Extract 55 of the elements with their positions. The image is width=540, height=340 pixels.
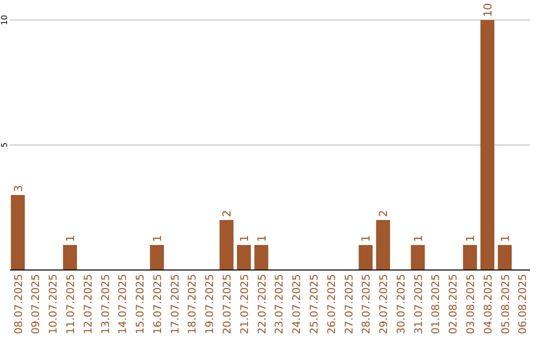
bar bbox=[254, 245, 268, 270]
x-tick-label: 31.07.2025 bbox=[412, 274, 425, 334]
bar bbox=[358, 245, 373, 270]
x-tick-label: 13.07.2025 bbox=[100, 274, 112, 334]
x-tick-label: 02.08.2025 bbox=[448, 274, 460, 334]
bar bbox=[376, 220, 390, 270]
bar bbox=[480, 20, 494, 270]
data-label: 1 bbox=[498, 235, 512, 242]
data-label: 1 bbox=[464, 235, 477, 242]
bar bbox=[10, 195, 25, 270]
x-tick-label: 11.07.2025 bbox=[65, 274, 77, 334]
data-label: 2 bbox=[220, 210, 234, 217]
bar bbox=[236, 245, 251, 270]
x-tick-label: 26.07.2025 bbox=[326, 274, 338, 334]
x-tick-label: 09.07.2025 bbox=[30, 274, 42, 334]
data-label: 1 bbox=[150, 235, 164, 242]
data-label: 1 bbox=[360, 235, 373, 242]
data-label: 2 bbox=[377, 210, 390, 217]
x-tick-label: 08.07.2025 bbox=[12, 274, 25, 334]
y-tick-label: 5 bbox=[0, 142, 9, 148]
x-tick-label: 29.07.2025 bbox=[378, 274, 390, 334]
x-tick-label: 12.07.2025 bbox=[82, 274, 94, 334]
data-label: 1 bbox=[412, 235, 425, 242]
data-label: 1 bbox=[238, 235, 251, 242]
x-tick-label: 19.07.2025 bbox=[204, 274, 216, 334]
x-tick-label: 03.08.2025 bbox=[465, 274, 477, 334]
x-tick-label: 04.08.2025 bbox=[482, 274, 494, 334]
x-tick-label: 10.07.2025 bbox=[48, 274, 60, 334]
x-tick-label: 21.07.2025 bbox=[238, 274, 251, 334]
x-tick-label: 16.07.2025 bbox=[152, 274, 164, 334]
x-tick-label: 01.08.2025 bbox=[430, 274, 442, 334]
data-label: 1 bbox=[255, 235, 268, 242]
x-tick-label: 24.07.2025 bbox=[291, 274, 304, 334]
x-tick-label: 15.07.2025 bbox=[134, 274, 147, 334]
bar bbox=[63, 245, 77, 270]
x-tick-label: 14.07.2025 bbox=[117, 274, 130, 334]
x-tick-label: 23.07.2025 bbox=[274, 274, 286, 334]
bar bbox=[220, 220, 234, 270]
data-label: 10 bbox=[481, 3, 494, 17]
bar bbox=[498, 245, 512, 270]
bar bbox=[410, 245, 425, 270]
data-label: 1 bbox=[64, 235, 77, 242]
bar bbox=[463, 245, 477, 270]
x-tick-label: 17.07.2025 bbox=[169, 274, 182, 334]
x-tick-label: 20.07.2025 bbox=[222, 274, 234, 334]
bar bbox=[150, 245, 164, 270]
x-tick-label: 06.08.2025 bbox=[517, 274, 530, 334]
data-label: 3 bbox=[12, 185, 25, 192]
x-tick-label: 28.07.2025 bbox=[360, 274, 373, 334]
x-tick-label: 30.07.2025 bbox=[395, 274, 408, 334]
x-tick-label: 25.07.2025 bbox=[308, 274, 320, 334]
x-tick-label: 22.07.2025 bbox=[256, 274, 268, 334]
x-tick-label: 05.08.2025 bbox=[500, 274, 512, 334]
x-tick-label: 27.07.2025 bbox=[343, 274, 356, 334]
x-tick-label: 18.07.2025 bbox=[186, 274, 199, 334]
